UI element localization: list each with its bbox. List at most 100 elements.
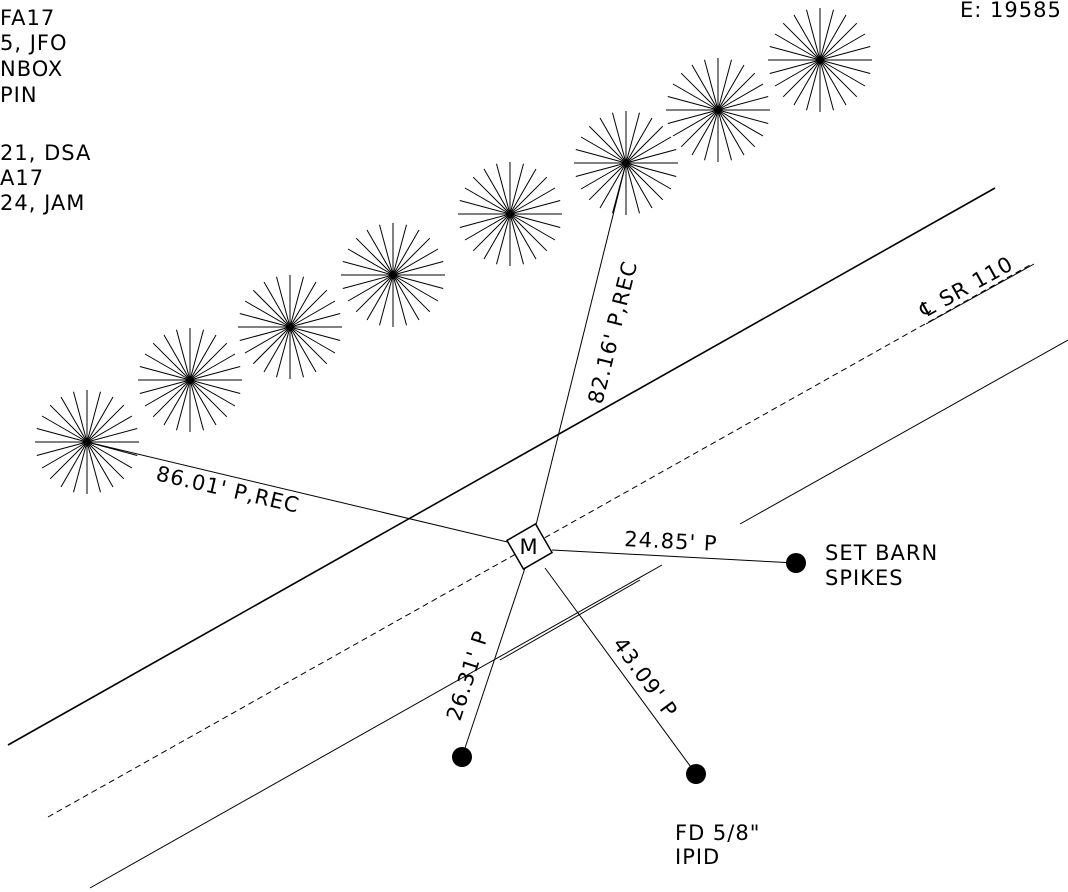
tree-ray: [612, 112, 627, 164]
tree-ray: [239, 313, 291, 328]
tree-ray: [392, 274, 431, 313]
tree-ray: [588, 162, 627, 201]
tree-symbol: [238, 275, 342, 379]
tree-ray: [459, 200, 511, 215]
tree-ray: [347, 248, 394, 276]
road-edge-north: [7, 187, 996, 746]
tree-ray: [509, 213, 548, 252]
distance-label-lower-left-pin: 26.31' P: [442, 627, 494, 723]
barn-spikes-label-line2: SPIKES: [825, 566, 904, 590]
distance-label-tree-upper: 82.16' P,REC: [584, 258, 643, 406]
tree-ray: [189, 334, 217, 381]
tree-ray: [717, 109, 769, 124]
tree-ray: [599, 162, 627, 209]
tree-ray: [819, 59, 834, 111]
tree-ray: [289, 326, 336, 354]
monument: M: [505, 522, 554, 571]
note-b-line1: 21, DSA: [0, 141, 91, 165]
tie-line-barn-spikes: [551, 549, 797, 564]
tree-ray: [189, 353, 236, 381]
note-a-line2: 5, JFO: [0, 31, 68, 55]
note-b-line3: 24, JAM: [0, 191, 85, 215]
tree-ray: [189, 342, 228, 381]
tree-ray: [289, 326, 341, 341]
tree-ray: [580, 162, 627, 190]
tree-ray: [588, 125, 627, 164]
tree-ray: [86, 441, 114, 488]
tree-ray: [625, 162, 664, 201]
tree-ray: [819, 59, 871, 74]
tree-ray: [612, 162, 627, 214]
tree-ray: [289, 313, 341, 328]
tree-ray: [289, 326, 328, 365]
tree-ray: [680, 109, 719, 148]
tree-ray: [49, 404, 88, 443]
tree-ray: [342, 274, 394, 289]
tree-ray: [60, 441, 88, 488]
tree-ray: [392, 229, 420, 276]
tree-ray: [483, 213, 511, 260]
tree-ray: [459, 213, 511, 228]
tree-ray: [717, 64, 745, 111]
tie-line-lower-left-pin: [461, 567, 526, 758]
tree-ray: [509, 187, 556, 215]
tree-ray: [691, 109, 719, 156]
tree-ray: [289, 326, 304, 378]
tree-ray: [392, 224, 407, 276]
tree-ray: [86, 404, 125, 443]
tree-ray: [289, 300, 336, 328]
tree-ray: [483, 168, 511, 215]
tree-ray: [625, 162, 672, 190]
tree-symbol: [458, 162, 562, 266]
tree-ray: [625, 112, 640, 164]
tree-ray: [625, 162, 653, 209]
tree-ray: [509, 213, 524, 265]
tree-ray: [263, 326, 291, 373]
tree-ray: [263, 281, 291, 328]
tree-ray: [379, 274, 394, 326]
tree-ray: [252, 289, 291, 328]
tree-ray: [717, 109, 764, 137]
tree-ray: [680, 72, 719, 111]
tree-ray: [496, 213, 511, 265]
tree-ray: [86, 441, 138, 456]
tree-ray: [472, 213, 511, 252]
tree-ray: [819, 46, 871, 61]
tree-ray: [717, 109, 756, 148]
road-edge-south-a: [89, 564, 663, 889]
lower-left-pin-point: [452, 747, 472, 767]
note-a-line4: PIN: [0, 83, 38, 107]
tree-ray: [152, 379, 191, 418]
tree-ray: [355, 274, 394, 313]
tree-ray: [86, 441, 133, 469]
tree-ray: [36, 428, 88, 443]
tree-ray: [667, 109, 719, 124]
iron-pin-label-line1: FD 5/8": [675, 821, 760, 845]
tree-ray: [392, 274, 444, 289]
tree-ray: [625, 149, 677, 164]
tree-ray: [189, 379, 236, 407]
note-a-line1: FA17: [0, 6, 55, 30]
tree-ray: [625, 162, 677, 177]
tree-ray: [86, 441, 101, 493]
tree-ray: [575, 162, 627, 177]
tree-ray: [464, 213, 511, 241]
tree-ray: [239, 326, 291, 341]
tree-ray: [86, 415, 133, 443]
tree-ray: [289, 289, 328, 328]
tree-ray: [819, 22, 858, 61]
tree-ray: [176, 379, 191, 431]
tree-ray: [355, 237, 394, 276]
tree-ray: [717, 72, 756, 111]
centerline-label-underline: [925, 263, 1035, 325]
tree-ray: [464, 187, 511, 215]
tree-ray: [244, 300, 291, 328]
tree-ray: [672, 109, 719, 137]
tree-symbol: [768, 8, 872, 112]
tree-symbol: [666, 58, 770, 162]
tree-ray: [244, 326, 291, 354]
tree-ray: [189, 329, 204, 381]
iron-pin-label-line2: IPID: [675, 845, 720, 869]
tie-line-tree-left: [86, 441, 521, 546]
